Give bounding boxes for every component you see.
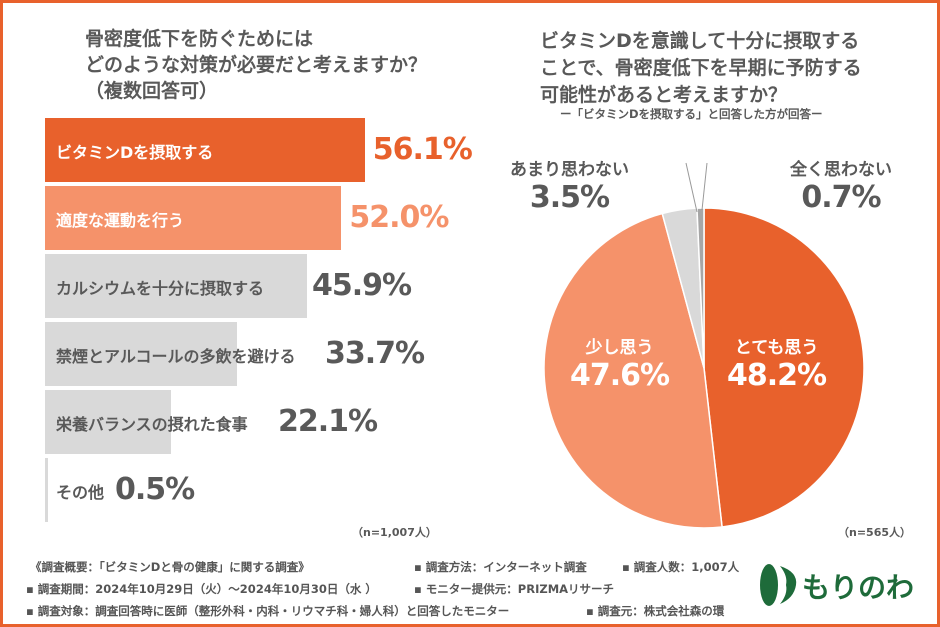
pie-sample-size: （n=565人） (838, 526, 912, 539)
right-question-line: ことで、骨密度低下を早期に予防する (540, 57, 862, 79)
bar-value-label: 22.1% (278, 404, 378, 439)
bar-value-label: 0.5% (115, 472, 195, 507)
right-question-line: 可能性があると考えますか？ (540, 84, 788, 106)
footer-method: ▪ 調査方法：インターネット調査 (414, 560, 587, 574)
footer-target: ▪ 調査対象：調査回答時に医師（整形外科・内科・リウマチ科・婦人科）と回答したモ… (26, 604, 510, 618)
footer-period: ▪ 調査期間：2024年10月29日（火）～2024年10月30日（水 ） (26, 582, 377, 596)
leader-line (701, 162, 708, 211)
bar (45, 186, 342, 250)
right-question-line: ビタミンDを意識して十分に摂取する (540, 30, 860, 52)
footer-count: ▪ 調査人数：1,007人 (622, 560, 740, 574)
left-question-line: （複数回答可） (85, 80, 219, 102)
bar (45, 118, 365, 182)
pie-value: 48.2% (727, 358, 827, 393)
pie-slice (696, 207, 705, 369)
bar (45, 458, 48, 522)
pie-category: 少し思う (585, 338, 654, 358)
pie-category: 全く思わない (790, 160, 892, 180)
right-subtitle: ー「ビタミンDを摂取する」と回答した方が回答ー (560, 107, 823, 121)
bar-label: ビタミンDを摂取する (56, 143, 214, 162)
bar (45, 322, 238, 386)
bar-label: その他 (56, 483, 105, 502)
pie-label: 少し思う 47.6% (570, 333, 670, 393)
pie-slice (543, 212, 723, 529)
pie-label: とても思う 48.2% (727, 333, 827, 393)
bar (45, 254, 307, 318)
pie-value: 47.6% (570, 358, 670, 393)
right-question: ビタミンDを意識して十分に摂取する ことで、骨密度低下を早期に予防する 可能性が… (540, 28, 920, 109)
bar-label: カルシウムを十分に摂取する (56, 279, 265, 298)
bar-value-label: 52.0% (349, 200, 449, 235)
bar-value-label: 33.7% (325, 336, 425, 371)
pie-value: 3.5% (529, 180, 610, 215)
left-question-line: どのような対策が必要だと考えますか？ (85, 54, 428, 76)
left-question: 骨密度低下を防ぐためには どのような対策が必要だと考えますか？ （複数回答可） (85, 26, 505, 104)
morinowa-logo: もりのわ (758, 562, 914, 612)
footer-overview: 《調査概要：「ビタミンDと骨の健康」に関する調査》 (30, 560, 310, 574)
pie-label: 全く思わない 0.7% (790, 155, 892, 215)
left-question-line: 骨密度低下を防ぐためには (85, 28, 314, 50)
bar-value-label: 56.1% (372, 132, 473, 167)
pie-category: とても思う (734, 338, 819, 358)
leaf-logo-icon (760, 564, 797, 606)
leader-line (685, 162, 698, 213)
logo-text: もりのわ (802, 571, 915, 604)
pie-label: あまり思わない 3.5% (510, 155, 629, 215)
pie-category: あまり思わない (510, 160, 629, 180)
bar-label: 適度な運動を行う (56, 211, 185, 230)
bar-label: 栄養バランスの摂れた食事 (56, 415, 248, 434)
bar-sample-size: （n=1,007人） (352, 526, 437, 539)
pie-slice (703, 207, 865, 528)
bar-label: 禁煙とアルコールの多飲を避ける (56, 347, 296, 366)
pie-value: 0.7% (801, 180, 881, 215)
footer-provider: ▪ モニター提供元：PRIZMAリサーチ (414, 582, 615, 596)
footer-source: ▪ 調査元：株式会社森の環 (586, 604, 725, 618)
bar (45, 390, 171, 454)
bar-value-label: 45.9% (312, 268, 412, 303)
